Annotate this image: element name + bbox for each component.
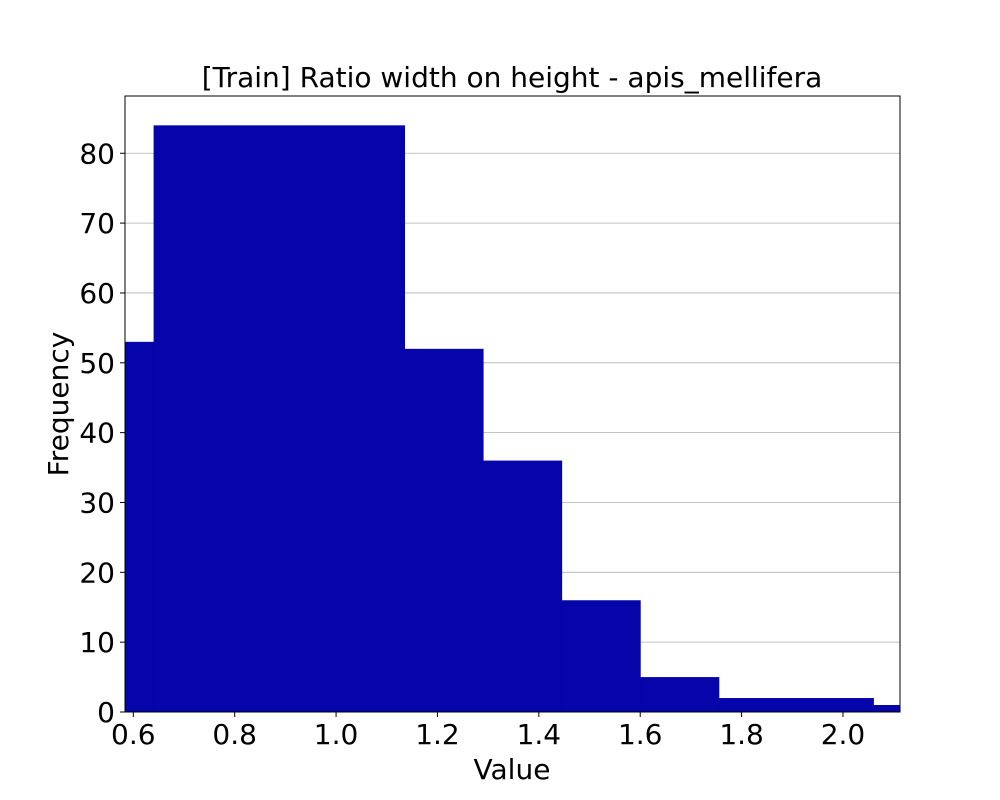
y-tick-label: 20 — [79, 556, 115, 589]
x-axis-ticks: 0.6 0.8 1.0 1.2 1.4 1.6 1.8 2.0 — [111, 712, 865, 751]
histogram-bar — [315, 125, 406, 712]
chart-title: [Train] Ratio width on height - apis_mel… — [202, 61, 823, 94]
y-tick-label: 70 — [79, 207, 115, 240]
histogram-bar — [483, 460, 563, 712]
y-tick-label: 0 — [97, 696, 115, 729]
histogram-bar — [125, 341, 155, 712]
x-tick-label: 2.0 — [821, 718, 866, 751]
histogram-bar — [404, 348, 484, 712]
y-axis-ticks: 0 10 20 30 40 50 60 70 80 — [79, 137, 125, 729]
y-tick-label: 40 — [79, 417, 115, 450]
x-axis-label: Value — [474, 753, 551, 786]
x-tick-label: 1.2 — [415, 718, 460, 751]
y-axis-label: Frequency — [42, 332, 75, 477]
histogram-bar — [234, 125, 317, 712]
histogram-bars — [125, 125, 900, 712]
histogram-bar — [873, 705, 900, 712]
histogram-bar — [718, 698, 798, 712]
histogram-bar — [561, 600, 641, 712]
x-tick-label: 1.8 — [719, 718, 764, 751]
x-tick-label: 1.4 — [517, 718, 562, 751]
histogram-bar — [153, 125, 236, 712]
x-tick-label: 1.6 — [618, 718, 663, 751]
y-tick-label: 50 — [79, 347, 115, 380]
y-tick-label: 10 — [79, 626, 115, 659]
histogram-bar — [640, 677, 720, 712]
x-tick-label: 1.0 — [314, 718, 359, 751]
y-tick-label: 60 — [79, 277, 115, 310]
histogram-bar — [797, 698, 874, 712]
y-tick-label: 80 — [79, 137, 115, 170]
x-tick-label: 0.8 — [212, 718, 257, 751]
y-tick-label: 30 — [79, 486, 115, 519]
x-tick-label: 0.6 — [111, 718, 156, 751]
plot-frame — [124, 95, 901, 713]
